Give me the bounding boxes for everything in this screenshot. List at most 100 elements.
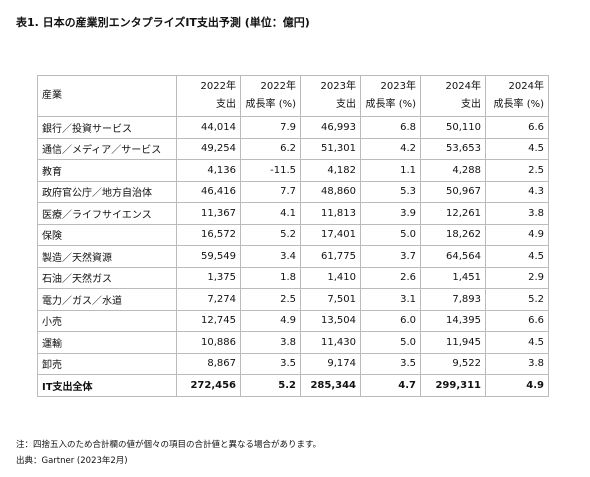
column-label: 支出 <box>336 99 356 110</box>
cell: 272,456 <box>176 374 241 397</box>
cell: 12,261 <box>420 202 486 225</box>
column-year: 2023年 <box>380 81 416 92</box>
cell: 13,504 <box>300 309 361 332</box>
table-row: 小売 12,745 4.9 13,504 6.0 14,395 6.6 <box>37 309 549 332</box>
cell: 3.8 <box>240 331 301 354</box>
cell: -11.5 <box>240 159 301 182</box>
cell: 1,410 <box>300 266 361 289</box>
cell: 4.5 <box>485 245 549 268</box>
table-row: 教育 4,136 -11.5 4,182 1.1 4,288 2.5 <box>37 159 549 182</box>
cell: 16,572 <box>176 223 241 246</box>
corner-label: 産業 <box>42 90 62 101</box>
column-year: 2024年 <box>508 81 544 92</box>
row-label: 通信／メディア／サービス <box>37 137 177 160</box>
column-year: 2024年 <box>445 81 481 92</box>
cell: 3.5 <box>360 352 421 375</box>
row-label: 銀行／投資サービス <box>37 116 177 139</box>
cell: 9,522 <box>420 352 486 375</box>
cell: 5.3 <box>360 180 421 203</box>
column-label: 成長率 (%) <box>245 99 296 110</box>
cell: 8,867 <box>176 352 241 375</box>
cell: 3.8 <box>485 202 549 225</box>
row-label: 政府官公庁／地方自治体 <box>37 180 177 203</box>
cell: 11,430 <box>300 331 361 354</box>
cell: 1.1 <box>360 159 421 182</box>
cell: 46,416 <box>176 180 241 203</box>
cell: 3.8 <box>485 352 549 375</box>
header-cell: 2024年成長率 (%) <box>485 75 549 117</box>
cell: 46,993 <box>300 116 361 139</box>
cell: 4,136 <box>176 159 241 182</box>
note: 注：四捨五入のため合計欄の値が個々の項目の合計値と異なる場合があります。 <box>16 440 322 450</box>
cell: 2.5 <box>485 159 549 182</box>
cell: 2.9 <box>485 266 549 289</box>
row-label: 運輸 <box>37 331 177 354</box>
column-label: 成長率 (%) <box>493 99 544 110</box>
row-label: 電力／ガス／水道 <box>37 288 177 311</box>
cell: 6.8 <box>360 116 421 139</box>
cell: 1,375 <box>176 266 241 289</box>
row-label: 卸売 <box>37 352 177 375</box>
column-label: 支出 <box>461 99 481 110</box>
cell: 59,549 <box>176 245 241 268</box>
cell: 14,395 <box>420 309 486 332</box>
cell: 10,886 <box>176 331 241 354</box>
cell: 1,451 <box>420 266 486 289</box>
row-label: 小売 <box>37 309 177 332</box>
table-row: 銀行／投資サービス 44,014 7.9 46,993 6.8 50,110 6.6 <box>37 116 549 139</box>
column-year: 2023年 <box>320 81 356 92</box>
table-row: 電力／ガス／水道 7,274 2.5 7,501 3.1 7,893 5.2 <box>37 288 549 311</box>
header-cell: 2024年支出 <box>420 75 486 117</box>
data-table: 産業 2022年 支出 2022年 成長率 (%) 2023年 支出 2023年 成長率 (%)… <box>37 75 549 397</box>
cell: 6.0 <box>360 309 421 332</box>
cell: 4.5 <box>485 331 549 354</box>
cell: 3.9 <box>360 202 421 225</box>
cell: 6.6 <box>485 116 549 139</box>
column-year: 2022年 <box>260 81 296 92</box>
column-label: 支出 <box>216 99 236 110</box>
cell: 4,288 <box>420 159 486 182</box>
cell: 299,311 <box>420 374 486 397</box>
cell: 5.2 <box>240 374 301 397</box>
cell: 4.9 <box>240 309 301 332</box>
header-row: 産業 2022年 支出 2022年 成長率 (%) 2023年 支出 2023年 成長率 (%)… <box>37 75 549 117</box>
cell: 53,653 <box>420 137 486 160</box>
cell: 3.7 <box>360 245 421 268</box>
row-label: 製造／天然資源 <box>37 245 177 268</box>
row-label: 医療／ライフサイエンス <box>37 202 177 225</box>
cell: 5.2 <box>240 223 301 246</box>
cell: 7,501 <box>300 288 361 311</box>
cell: 44,014 <box>176 116 241 139</box>
cell: 2.6 <box>360 266 421 289</box>
cell: 4.3 <box>485 180 549 203</box>
cell: 51,301 <box>300 137 361 160</box>
cell: 7.7 <box>240 180 301 203</box>
row-label: 教育 <box>37 159 177 182</box>
cell: 285,344 <box>300 374 361 397</box>
cell: 7,274 <box>176 288 241 311</box>
cell: 50,967 <box>420 180 486 203</box>
row-label: IT支出全体 <box>37 374 177 397</box>
column-year: 2022年 <box>200 81 236 92</box>
cell: 7,893 <box>420 288 486 311</box>
note: 出典：Gartner (2023年2月) <box>16 456 128 466</box>
cell: 4.2 <box>360 137 421 160</box>
cell: 5.0 <box>360 223 421 246</box>
cell: 5.0 <box>360 331 421 354</box>
cell: 48,860 <box>300 180 361 203</box>
cell: 4.7 <box>360 374 421 397</box>
cell: 6.2 <box>240 137 301 160</box>
table-row: IT支出全体 272,456 5.2 285,344 4.7 299,311 4.9 <box>37 374 549 397</box>
cell: 18,262 <box>420 223 486 246</box>
header-cell: 2022年成長率 (%) <box>240 75 301 117</box>
cell: 4.5 <box>485 137 549 160</box>
cell: 3.5 <box>240 352 301 375</box>
row-label: 石油／天然ガス <box>37 266 177 289</box>
cell: 4,182 <box>300 159 361 182</box>
table-row: 運輸 10,886 3.8 11,430 5.0 11,945 4.5 <box>37 331 549 354</box>
table-title: 表1. 日本の産業別エンタプライズIT支出予測 (単位：億円) <box>16 16 310 29</box>
cell: 5.2 <box>485 288 549 311</box>
table-row: 保険 16,572 5.2 17,401 5.0 18,262 4.9 <box>37 223 549 246</box>
cell: 4.9 <box>485 223 549 246</box>
cell: 11,367 <box>176 202 241 225</box>
